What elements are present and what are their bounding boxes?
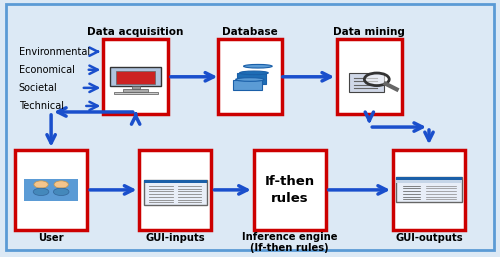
- Text: GUI-inputs: GUI-inputs: [146, 233, 205, 243]
- Text: Data acquisition: Data acquisition: [88, 26, 184, 36]
- FancyBboxPatch shape: [234, 79, 262, 90]
- FancyBboxPatch shape: [104, 39, 168, 114]
- FancyBboxPatch shape: [116, 70, 155, 84]
- FancyBboxPatch shape: [114, 91, 158, 94]
- Text: Societal: Societal: [19, 83, 58, 93]
- FancyBboxPatch shape: [237, 73, 266, 84]
- FancyBboxPatch shape: [15, 150, 87, 230]
- Ellipse shape: [244, 65, 272, 68]
- FancyBboxPatch shape: [144, 180, 207, 183]
- Text: If-then
rules: If-then rules: [264, 175, 315, 205]
- FancyBboxPatch shape: [241, 66, 270, 77]
- FancyBboxPatch shape: [393, 150, 465, 230]
- FancyBboxPatch shape: [140, 150, 212, 230]
- Text: User: User: [38, 233, 64, 243]
- FancyBboxPatch shape: [396, 180, 462, 183]
- Text: Environmental: Environmental: [19, 47, 90, 57]
- Text: Technical: Technical: [19, 101, 64, 111]
- Ellipse shape: [54, 188, 69, 196]
- FancyBboxPatch shape: [396, 177, 462, 202]
- FancyBboxPatch shape: [218, 39, 282, 114]
- Circle shape: [364, 73, 389, 86]
- FancyBboxPatch shape: [144, 180, 207, 205]
- Text: Data mining: Data mining: [334, 26, 406, 36]
- Text: Database: Database: [222, 26, 278, 36]
- Circle shape: [54, 181, 68, 188]
- Text: Economical: Economical: [19, 65, 74, 75]
- Ellipse shape: [236, 78, 264, 81]
- FancyBboxPatch shape: [337, 39, 402, 114]
- Text: GUI-outputs: GUI-outputs: [395, 233, 463, 243]
- FancyBboxPatch shape: [132, 86, 140, 89]
- Circle shape: [34, 181, 48, 188]
- Ellipse shape: [33, 188, 49, 196]
- FancyBboxPatch shape: [254, 150, 326, 230]
- Text: Inference engine
(If-then rules): Inference engine (If-then rules): [242, 232, 338, 253]
- FancyBboxPatch shape: [24, 179, 78, 201]
- FancyBboxPatch shape: [6, 4, 494, 250]
- FancyBboxPatch shape: [350, 73, 384, 92]
- Ellipse shape: [240, 71, 268, 75]
- FancyBboxPatch shape: [110, 67, 161, 86]
- FancyBboxPatch shape: [396, 177, 462, 180]
- FancyBboxPatch shape: [124, 89, 148, 92]
